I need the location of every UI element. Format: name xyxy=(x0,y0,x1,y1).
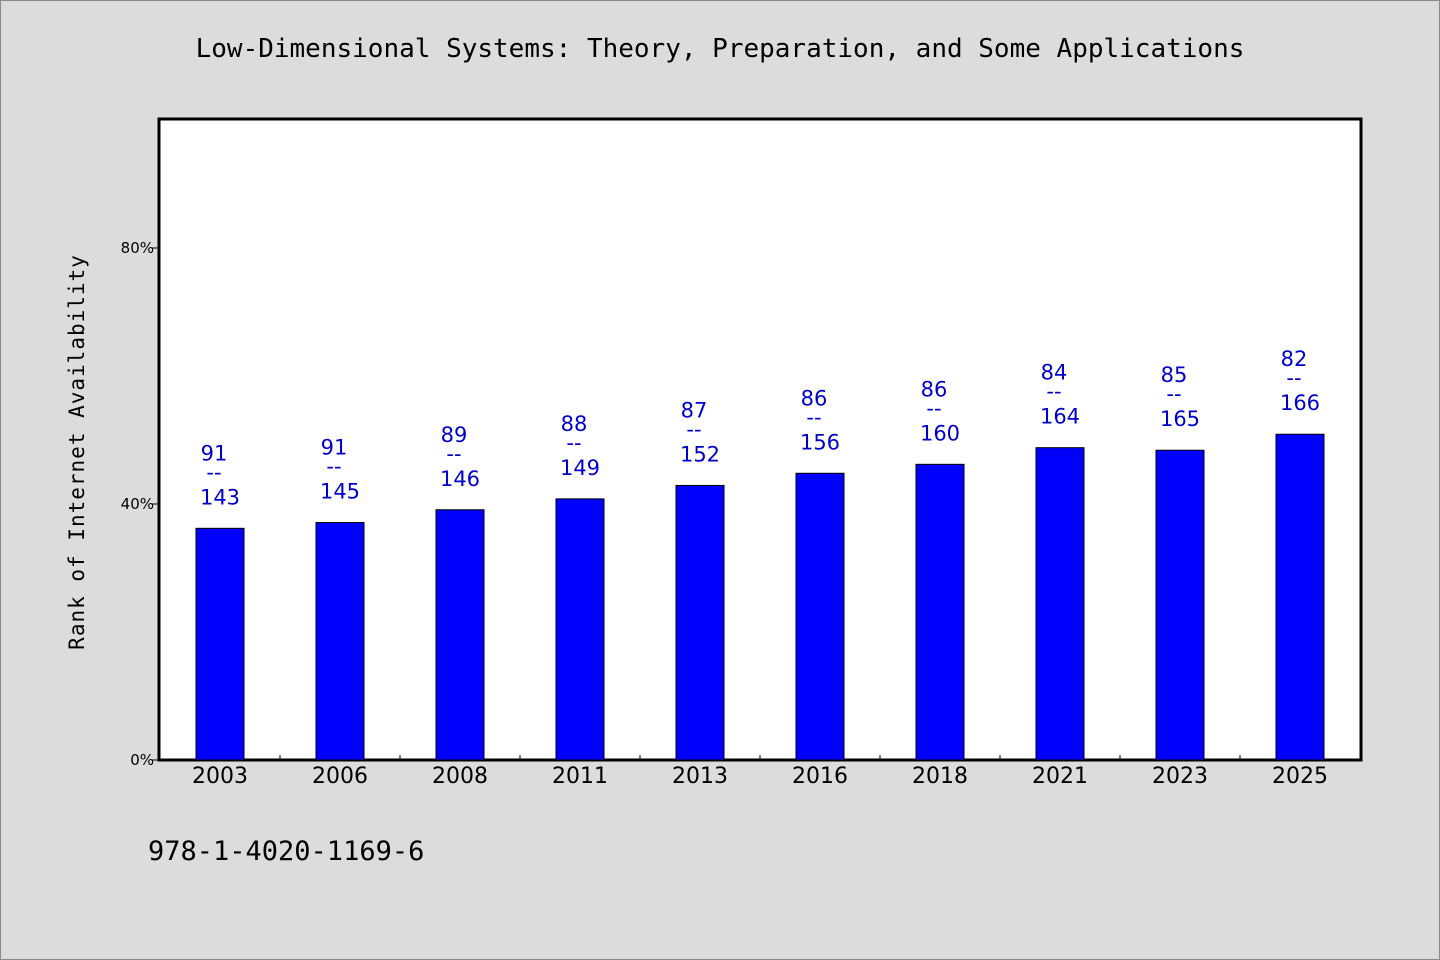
data-label-sep: -- xyxy=(566,431,581,455)
y-axis-ticks: 0% 40% 80% xyxy=(121,239,160,769)
data-label-bottom: 160 xyxy=(920,421,960,445)
y-tick-label: 0% xyxy=(130,751,154,769)
bar xyxy=(1035,447,1085,761)
x-tick-label: 2006 xyxy=(312,764,368,789)
data-label-bottom: 145 xyxy=(320,480,360,504)
data-label-bottom: 143 xyxy=(200,485,240,509)
data-label-top: 82 xyxy=(1281,347,1308,371)
data-label-top: 88 xyxy=(561,412,588,436)
data-label-sep: -- xyxy=(1166,382,1181,406)
x-tick-label: 2021 xyxy=(1032,764,1088,789)
y-tick-label: 40% xyxy=(121,495,154,513)
bar xyxy=(195,527,245,761)
data-labels: 91--14391--14589--14688--14987--15286--1… xyxy=(200,347,1320,509)
data-label-bottom: 165 xyxy=(1160,407,1200,431)
isbn-text: 978-1-4020-1169-6 xyxy=(148,836,425,867)
data-label-top: 87 xyxy=(681,398,708,422)
data-label-sep: -- xyxy=(446,442,461,466)
data-label-bottom: 149 xyxy=(560,456,600,480)
x-tick-label: 2013 xyxy=(672,764,728,789)
x-tick-label: 2003 xyxy=(192,764,248,789)
data-label-top: 86 xyxy=(921,377,948,401)
data-label-sep: -- xyxy=(926,396,941,420)
x-tick-label: 2018 xyxy=(912,764,968,789)
bars xyxy=(195,433,1325,761)
data-label-top: 84 xyxy=(1041,361,1068,385)
bar xyxy=(1275,433,1325,761)
bar xyxy=(435,509,485,761)
x-axis-ticks xyxy=(279,755,1241,760)
data-label-top: 85 xyxy=(1161,363,1188,387)
data-label-bottom: 152 xyxy=(680,442,720,466)
bar xyxy=(315,522,365,761)
data-label-sep: -- xyxy=(206,460,221,484)
data-label-top: 91 xyxy=(321,436,348,460)
x-tick-label: 2025 xyxy=(1272,764,1328,789)
data-label-bottom: 156 xyxy=(800,430,840,454)
y-tick-label: 80% xyxy=(121,239,154,257)
data-label-top: 86 xyxy=(801,386,828,410)
x-tick-label: 2023 xyxy=(1152,764,1208,789)
x-tick-label: 2008 xyxy=(432,764,488,789)
chart-title: Low-Dimensional Systems: Theory, Prepara… xyxy=(195,34,1245,64)
bar xyxy=(1155,449,1205,761)
data-label-sep: -- xyxy=(1286,366,1301,390)
bar xyxy=(675,484,725,761)
data-label-sep: -- xyxy=(326,455,341,479)
bar xyxy=(555,498,605,761)
data-label-top: 89 xyxy=(441,423,468,447)
x-tick-label: 2016 xyxy=(792,764,848,789)
bar xyxy=(795,472,845,761)
data-label-sep: -- xyxy=(1046,380,1061,404)
data-label-sep: -- xyxy=(686,417,701,441)
data-label-bottom: 164 xyxy=(1040,405,1080,429)
category-labels: 2003 2006 2008 2011 2013 2016 2018 2021 2023 2025 xyxy=(192,764,1328,789)
data-label-sep: -- xyxy=(806,405,821,429)
data-label-bottom: 166 xyxy=(1280,391,1320,415)
x-tick-label: 2011 xyxy=(552,764,608,789)
data-label-bottom: 146 xyxy=(440,467,480,491)
data-label-top: 91 xyxy=(201,441,228,465)
bar xyxy=(915,463,965,761)
